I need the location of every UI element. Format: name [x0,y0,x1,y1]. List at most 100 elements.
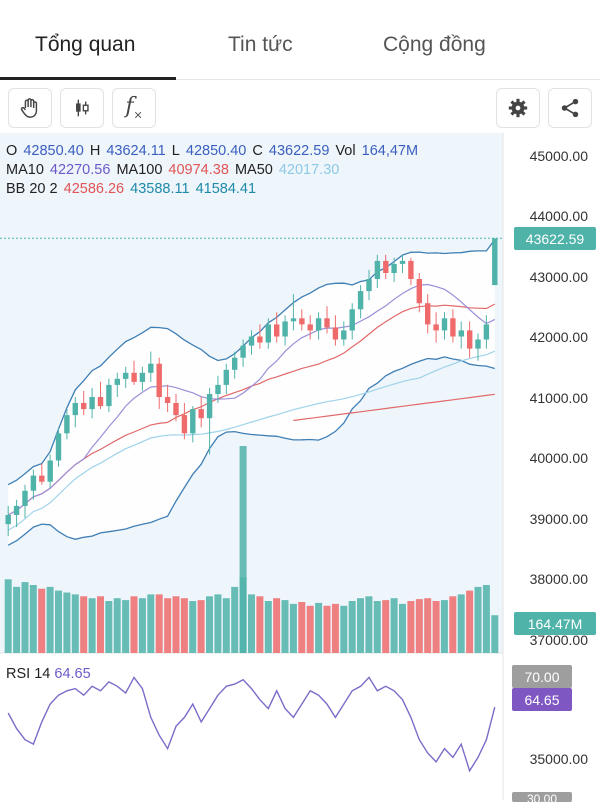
volume-bar [130,596,138,653]
ohlc-legend: O 42850.40 H 43624.11 L 42850.40 C 43622… [6,143,420,159]
volume-bar [71,594,79,653]
volume-spike [239,446,247,653]
candle-body [299,318,305,325]
volume-bar [315,602,323,653]
price-tick: 41000.00 [529,390,588,406]
ma10-label: MA10 [6,162,44,178]
ma50-value: 42017.30 [278,162,340,178]
candle-body [349,309,355,331]
chart-type-button[interactable] [60,88,104,128]
volume-bar [46,586,54,653]
tab-overview[interactable]: Tổng quan [35,33,136,56]
close-label: C [252,143,263,159]
candle-body [215,384,221,394]
volume-bar [189,601,197,653]
candle-body [173,403,179,416]
volume-bar [38,588,46,653]
rsi-level-tag: 70.00 [512,665,572,688]
volume-bar [214,594,222,653]
volume-bar [222,598,230,653]
price-tick: 43000.00 [529,269,588,285]
volume-bar [365,596,373,653]
volume-bar [424,598,432,653]
tab-community[interactable]: Cộng đồng [383,33,486,56]
volume-bar [281,600,289,653]
volume-bar [4,579,12,653]
candle-body [383,260,389,273]
volume-bar [399,603,406,653]
candle-body [114,378,120,385]
candle-body [13,505,20,515]
bb-lower-value: 41584.41 [195,181,257,197]
volume-bar [323,605,331,654]
share-button[interactable] [548,88,592,128]
indicators-button[interactable]: f× [112,88,156,128]
volume-bar [340,605,348,654]
hand-icon [20,98,38,118]
volume-bar [105,601,113,653]
candle-body [265,324,271,343]
current-price-tag: 43622.59 [514,227,596,250]
price-tick: 42000.00 [529,329,588,345]
volume-bar [63,592,71,653]
drag-mode-button[interactable] [8,88,52,128]
volume-bar [432,601,440,653]
volume-bar [382,600,390,653]
high-value: 43624.11 [106,143,166,159]
volume-bar [206,596,213,653]
volume-bar [449,596,457,653]
volume-bar [248,594,255,653]
ma100-value: 40974.38 [168,162,229,178]
volume-bar [373,601,381,653]
candle-body [232,357,238,370]
rsi-axis-tick: 35000.00 [529,751,588,767]
candle-body [139,372,146,382]
candle-body [206,394,213,419]
active-tab-indicator [0,77,176,80]
volume-bar [180,598,188,653]
candlestick-icon [76,99,89,117]
candle-body [274,324,280,337]
rsi-lower-tag: 30.00 [512,792,572,802]
volume-bar [440,600,448,653]
settings-button[interactable] [496,88,540,128]
candle-body [156,363,162,397]
function-icon: f× [125,94,143,122]
volume-bar [155,594,163,653]
candle-body [89,397,95,410]
volume-bar [55,590,62,653]
open-value: 42850.40 [23,143,84,159]
volume-bar [256,596,264,653]
volume-bar [273,598,281,653]
price-tick: 38000.00 [529,571,588,587]
candle-body [240,345,246,358]
bb-band-fill [8,239,495,546]
candle-body [198,409,204,419]
price-tick: 45000.00 [529,148,588,164]
volume-bar [172,596,180,653]
candle-body [106,384,112,407]
candle-body [164,397,171,403]
rsi-value-tag: 64.65 [512,688,572,711]
volume-bar [21,582,29,653]
candle-body [257,336,263,343]
candle-body [467,330,473,349]
candle-body [357,291,364,310]
candle-body [47,460,53,482]
volume-bar [164,598,172,653]
gear-icon [508,98,528,118]
volume-bar [231,586,239,653]
tab-news[interactable]: Tin tức [228,33,293,56]
candle-body [39,475,45,482]
price-chart[interactable]: O 42850.40 H 43624.11 L 42850.40 C 43622… [0,133,600,802]
chart-canvas[interactable] [0,133,600,800]
low-value: 42850.40 [185,143,247,159]
candle-body [72,403,78,416]
candle-body [332,327,339,340]
price-tick: 39000.00 [529,511,588,527]
volume-tag: 164.47M [514,612,596,635]
ma50-label: MA50 [234,162,273,178]
rsi-label: RSI 14 [6,666,51,682]
volume-bar [348,601,356,653]
volume-bar [390,598,398,653]
